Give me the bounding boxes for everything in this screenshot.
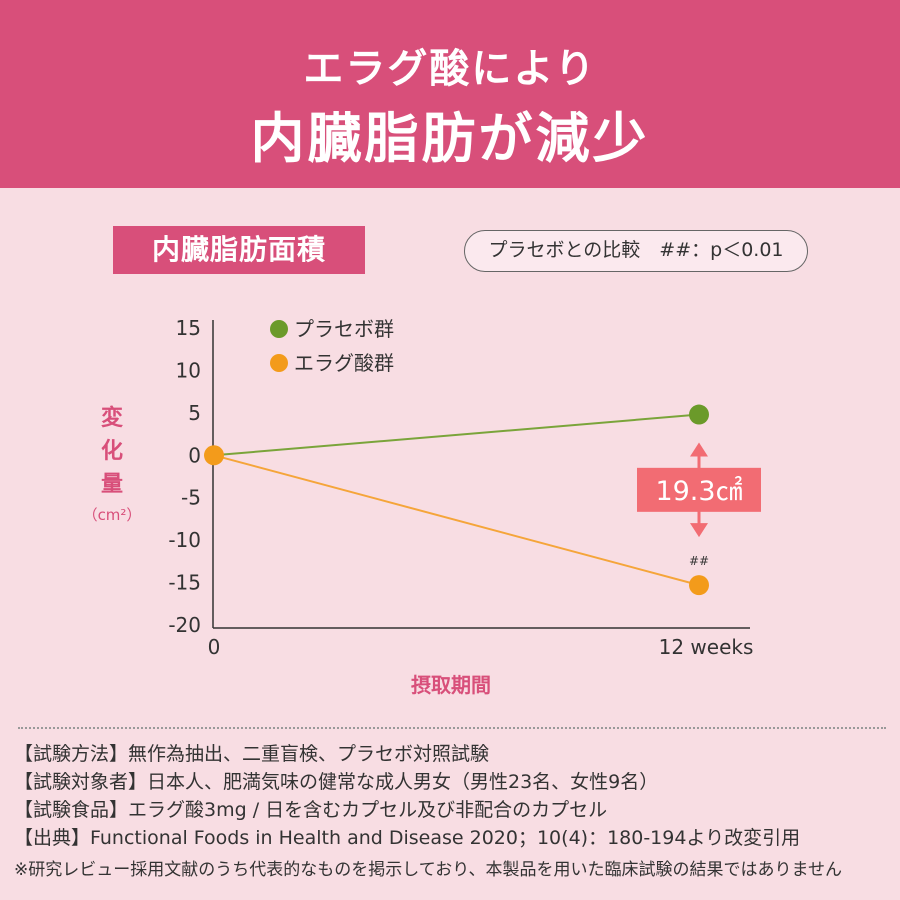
data-point <box>689 404 709 425</box>
y-tick-label: 15 <box>176 316 201 340</box>
headline-line-1: エラグ酸により <box>303 46 597 92</box>
y-tick-label: 10 <box>176 358 201 382</box>
data-point <box>204 445 224 466</box>
y-tick-label: 5 <box>188 401 201 425</box>
y-tick-label: -10 <box>168 528 201 552</box>
difference-arrow-head-up <box>690 442 708 457</box>
y-tick-label: -15 <box>168 571 201 595</box>
footer-notes: 【試験方法】無作為抽出、二重盲検、プラセボ対照試験 【試験対象者】日本人、肥満気… <box>14 740 894 884</box>
y-tick-label: -20 <box>168 613 201 637</box>
x-tick-labels: 0 12 weeks <box>208 635 754 659</box>
difference-box <box>637 467 761 512</box>
x-axis-label: 摂取期間 <box>411 673 491 697</box>
legend-label: エラグ酸群 <box>294 351 394 375</box>
series-lines: ## <box>204 404 709 596</box>
line-chart: 変化量 （cm²） 15 10 5 0 -5 -10 -15 -20 0 12 weeks 摂取期… <box>83 316 761 697</box>
significance-note: プラセボとの比較 ##：p＜0.01 <box>464 230 808 272</box>
chart-title: 内臓脂肪面積 <box>113 226 365 274</box>
x-tick-label: 0 <box>208 635 221 659</box>
data-point <box>689 575 709 596</box>
y-tick-labels: 15 10 5 0 -5 -10 -15 -20 <box>168 316 201 637</box>
difference-label: 19.3㎠ <box>655 476 742 507</box>
legend-marker <box>270 320 288 338</box>
series-line <box>213 454 700 587</box>
footer-test-food: 【試験食品】エラグ酸3mg / 日を含むカプセル及び非配合のカプセル <box>14 799 608 821</box>
y-axis-label-char: 変 <box>101 405 123 431</box>
y-tick-label: 0 <box>188 443 201 467</box>
difference-arrow-head-down <box>690 523 708 538</box>
footer-subjects: 【試験対象者】日本人、肥満気味の健常な成人男女（男性23名、女性9名） <box>14 771 659 793</box>
headline-line-2: 内臓脂肪が減少 <box>250 107 650 170</box>
y-tick-label: -5 <box>181 486 201 510</box>
footer-method: 【試験方法】無作為抽出、二重盲検、プラセボ対照試験 <box>14 743 490 765</box>
x-tick-label: 12 weeks <box>659 635 754 659</box>
y-axis-unit: （cm²） <box>83 506 142 524</box>
y-axis-label-char: 量 <box>101 472 123 497</box>
series-line <box>213 413 700 457</box>
footer-disclaimer: ※研究レビュー採用文献のうち代表的なものを掲示しており、本製品を用いた臨床試験の… <box>14 860 843 880</box>
significance-marker: ## <box>689 554 709 568</box>
legend-label: プラセボ群 <box>294 317 394 341</box>
footer-source: 【出典】Functional Foods in Health and Disea… <box>14 827 801 849</box>
difference-annotation: 19.3㎠ <box>637 442 761 538</box>
footer-divider <box>18 727 886 729</box>
y-axis-label: 変化量 （cm²） <box>83 405 142 524</box>
y-axis-label-char: 化 <box>101 438 123 464</box>
header-banner: エラグ酸により 内臓脂肪が減少 <box>0 0 900 188</box>
legend-marker <box>270 354 288 372</box>
